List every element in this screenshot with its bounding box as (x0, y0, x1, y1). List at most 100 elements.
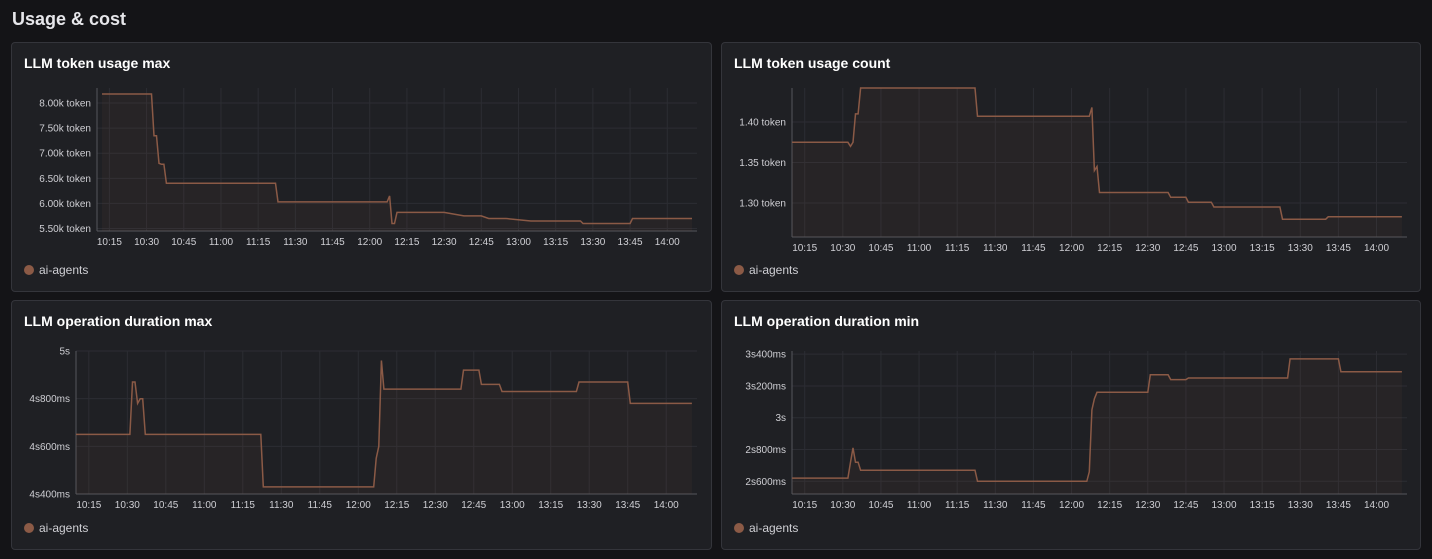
x-tick-label: 12:15 (394, 237, 419, 248)
x-tick-label: 12:00 (357, 237, 382, 248)
line-chart[interactable]: 5.50k token 6.00k token 6.50k token 7.00k t… (12, 43, 713, 293)
x-tick-label: 11:15 (945, 500, 970, 511)
x-tick-label: 11:00 (192, 500, 217, 511)
x-tick-label: 12:45 (461, 500, 486, 511)
x-tick-label: 10:30 (830, 243, 855, 254)
x-tick-label: 13:30 (577, 500, 602, 511)
y-tick-label: 1.35 token (739, 158, 786, 169)
series-area (102, 94, 692, 231)
series-line[interactable] (792, 358, 1402, 483)
x-tick-label: 10:15 (792, 500, 817, 511)
panel-title: LLM token usage max (24, 55, 171, 71)
x-tick-label: 11:15 (231, 500, 256, 511)
x-tick-label: 10:30 (115, 500, 140, 511)
y-tick-label: 1.40 token (739, 118, 786, 129)
x-tick-label: 14:00 (655, 237, 680, 248)
series-line[interactable] (102, 93, 692, 225)
y-tick-label: 2s600ms (745, 477, 786, 488)
x-tick-label: 13:45 (1326, 500, 1351, 511)
panel-operation-duration-max[interactable]: LLM operation duration max 4s400ms 4s600m… (11, 300, 712, 550)
x-tick-label: 10:45 (868, 243, 893, 254)
y-tick-label: 4s800ms (29, 394, 70, 405)
legend[interactable]: ai-agents (24, 521, 88, 535)
y-tick-label: 8.00k token (39, 99, 91, 110)
x-tick-label: 12:30 (1135, 500, 1160, 511)
x-tick-label: 10:45 (868, 500, 893, 511)
line-chart[interactable]: 4s400ms 4s600ms 4s800ms 5s 10:15 10:30 10:45 11… (12, 301, 713, 551)
x-tick-label: 12:00 (1059, 243, 1084, 254)
x-tick-label: 12:45 (469, 237, 494, 248)
panel-title: LLM operation duration max (24, 313, 213, 329)
legend[interactable]: ai-agents (24, 263, 88, 277)
x-tick-label: 13:15 (1250, 500, 1275, 511)
x-tick-label: 14:00 (654, 500, 679, 511)
legend-label: ai-agents (39, 263, 89, 277)
x-tick-label: 13:00 (1212, 243, 1237, 254)
legend-color-swatch (734, 523, 744, 533)
x-tick-label: 10:15 (76, 500, 101, 511)
legend-color-swatch (734, 265, 744, 275)
panel-title: LLM token usage count (734, 55, 891, 71)
x-tick-label: 10:45 (171, 237, 196, 248)
y-tick-label: 7.50k token (39, 124, 91, 135)
x-tick-label: 13:45 (618, 237, 643, 248)
x-tick-label: 13:30 (1288, 243, 1313, 254)
legend-label: ai-agents (749, 521, 799, 535)
x-tick-label: 12:30 (423, 500, 448, 511)
x-tick-label: 11:15 (945, 243, 970, 254)
legend-label: ai-agents (749, 263, 799, 277)
legend-label: ai-agents (39, 521, 89, 535)
panel-title: LLM operation duration min (734, 313, 920, 329)
x-tick-label: 12:15 (1097, 500, 1122, 511)
x-tick-label: 11:00 (209, 237, 234, 248)
series-area (76, 360, 692, 494)
y-tick-label: 3s200ms (745, 381, 786, 392)
x-tick-label: 10:15 (792, 243, 817, 254)
x-tick-label: 13:30 (1288, 500, 1313, 511)
series-line[interactable] (792, 87, 1402, 220)
x-tick-label: 11:00 (907, 500, 932, 511)
y-tick-label: 4s400ms (29, 490, 70, 501)
x-tick-label: 11:45 (308, 500, 333, 511)
x-tick-label: 12:45 (1173, 243, 1198, 254)
panel-token-usage-count[interactable]: LLM token usage count 1.30 token 1.35 tok… (721, 42, 1421, 292)
x-tick-label: 11:30 (269, 500, 294, 511)
x-tick-label: 13:15 (538, 500, 563, 511)
x-tick-label: 12:15 (384, 500, 409, 511)
x-tick-label: 11:45 (1021, 500, 1046, 511)
series-area (792, 358, 1402, 494)
series-area (792, 88, 1402, 237)
x-tick-label: 11:00 (907, 243, 932, 254)
x-tick-label: 12:00 (346, 500, 371, 511)
x-tick-label: 14:00 (1364, 500, 1389, 511)
legend[interactable]: ai-agents (734, 263, 798, 277)
x-tick-label: 11:30 (283, 237, 308, 248)
x-tick-label: 12:30 (1135, 243, 1160, 254)
x-tick-label: 11:30 (983, 500, 1008, 511)
line-chart[interactable]: 2s600ms 2s800ms 3s 3s200ms 3s400ms 10:15 10:30… (722, 301, 1422, 551)
x-tick-label: 11:45 (320, 237, 345, 248)
section-title: Usage & cost (12, 9, 127, 29)
y-tick-label: 5.50k token (39, 224, 91, 235)
x-tick-label: 13:30 (580, 237, 605, 248)
x-tick-label: 13:00 (500, 500, 525, 511)
legend-color-swatch (24, 523, 34, 533)
x-tick-label: 12:30 (432, 237, 457, 248)
panel-operation-duration-min[interactable]: LLM operation duration min 2s600ms 2s800m… (721, 300, 1421, 550)
x-tick-label: 11:45 (1021, 243, 1046, 254)
panel-token-usage-max[interactable]: LLM token usage max 5.50k token 6.00k tok… (11, 42, 712, 292)
y-tick-label: 2s800ms (745, 445, 786, 456)
legend[interactable]: ai-agents (734, 521, 798, 535)
x-tick-label: 10:30 (830, 500, 855, 511)
series-line[interactable] (76, 360, 692, 488)
line-chart[interactable]: 1.30 token 1.35 token 1.40 token 10:15 10:30… (722, 43, 1422, 293)
y-tick-label: 3s (775, 413, 786, 424)
y-tick-label: 6.50k token (39, 174, 91, 185)
x-tick-label: 12:00 (1059, 500, 1084, 511)
x-tick-label: 10:30 (134, 237, 159, 248)
x-tick-label: 13:45 (615, 500, 640, 511)
legend-color-swatch (24, 265, 34, 275)
y-tick-label: 7.00k token (39, 149, 91, 160)
y-tick-label: 4s600ms (29, 442, 70, 453)
x-tick-label: 14:00 (1364, 243, 1389, 254)
